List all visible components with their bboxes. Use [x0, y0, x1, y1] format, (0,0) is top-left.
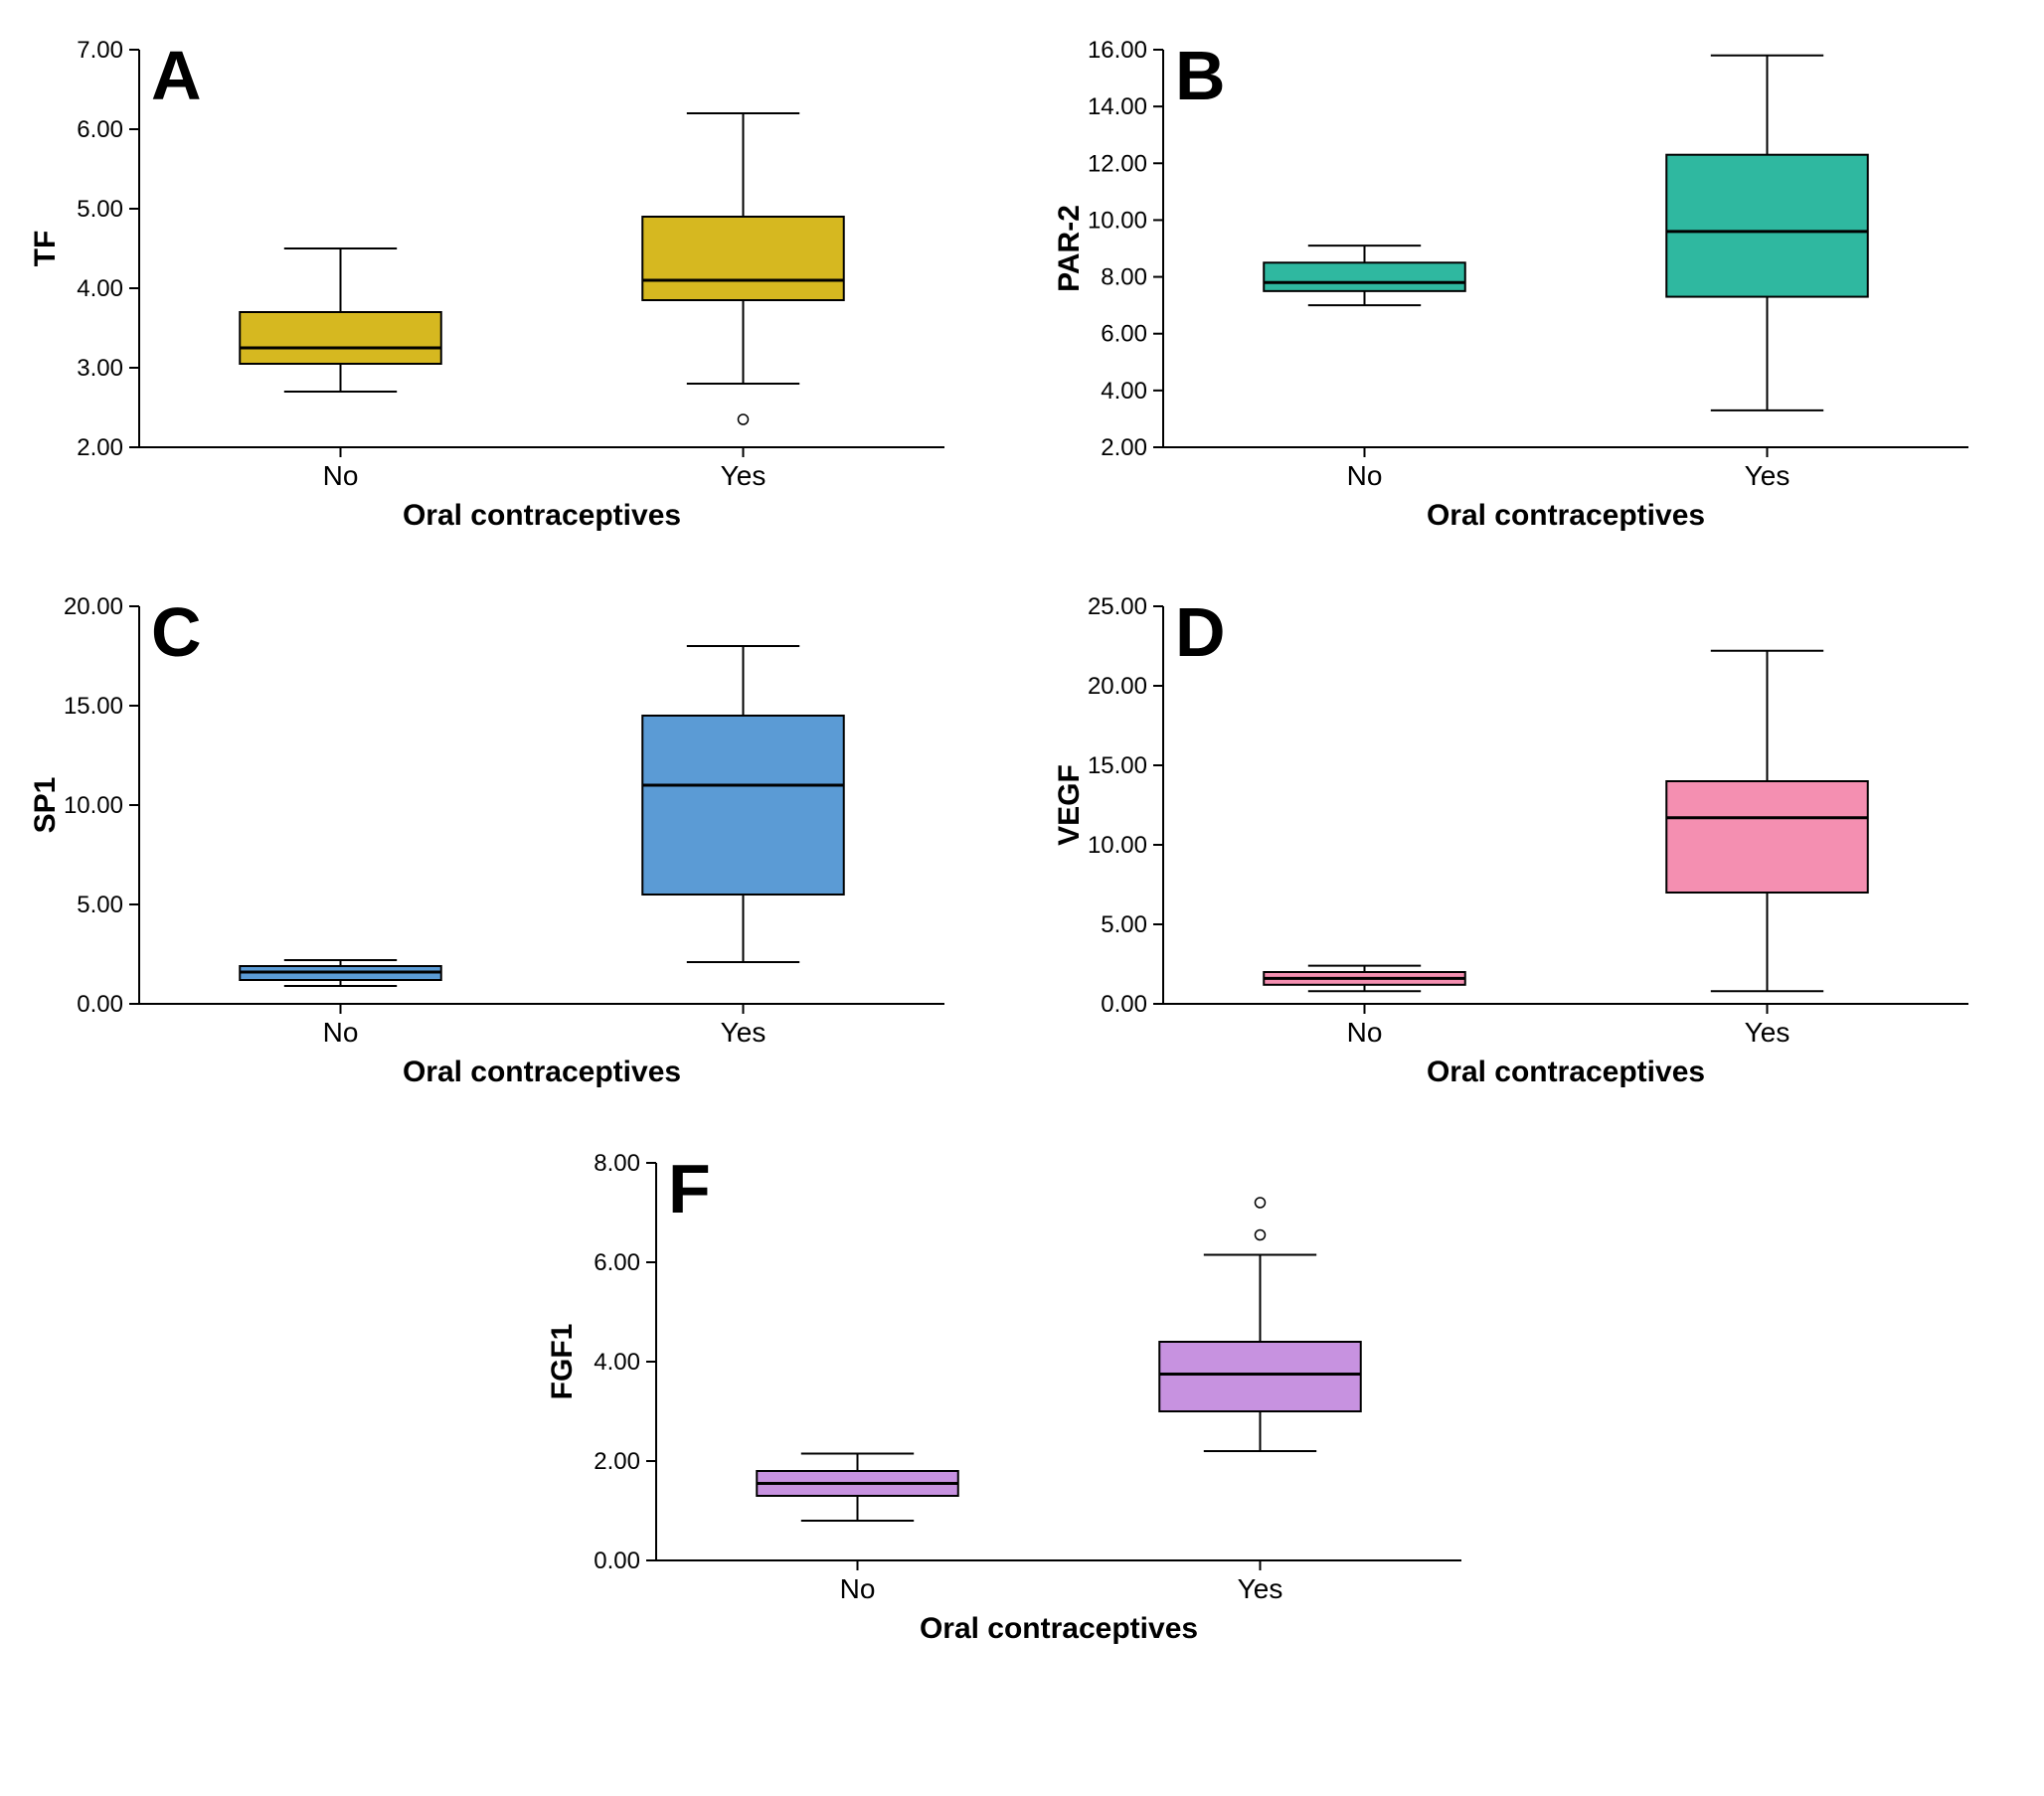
y-tick-label: 2.00: [594, 1448, 640, 1475]
y-tick-label: 4.00: [1101, 378, 1147, 405]
y-tick-label: 20.00: [1088, 673, 1147, 700]
y-tick-label: 8.00: [1101, 264, 1147, 291]
y-tick-label: 10.00: [1088, 207, 1147, 234]
y-tick-label: 0.00: [1101, 991, 1147, 1018]
y-tick-label: 16.00: [1088, 37, 1147, 64]
y-axis-title: PAR-2: [1053, 205, 1086, 292]
panel-c: 0.00 5.00 10.00 15.00 20.00 SP1 No Yes Oral cont…: [20, 576, 984, 1093]
boxplot-box: [1666, 155, 1868, 297]
y-tick-label: 15.00: [64, 693, 123, 720]
y-tick-label: 10.00: [1088, 832, 1147, 859]
x-axis-title: Oral contraceptives: [1427, 1056, 1705, 1088]
y-tick-label: 3.00: [77, 355, 123, 382]
outlier-point: [1256, 1198, 1266, 1208]
boxplot-box: [240, 312, 441, 364]
y-tick-label: 2.00: [1101, 434, 1147, 461]
panel-row-bottom: 0.00 2.00 4.00 6.00 8.00 FGF1 No Yes Oral contra…: [20, 1133, 2008, 1650]
y-axis-title: SP1: [29, 777, 62, 834]
x-axis-title: Oral contraceptives: [920, 1612, 1198, 1645]
panel-d: 0.00 5.00 10.00 15.00 20.00 25.00 VEGF No Yes Ora…: [1044, 576, 2008, 1093]
panel-letter: B: [1175, 37, 1226, 114]
boxplot-box: [642, 716, 844, 895]
y-tick-label: 0.00: [594, 1548, 640, 1574]
y-tick-label: 4.00: [594, 1349, 640, 1376]
x-category-label: No: [323, 460, 359, 491]
panel-letter: A: [151, 37, 202, 114]
boxplot-box: [1666, 781, 1868, 893]
y-tick-label: 4.00: [77, 275, 123, 302]
y-tick-label: 5.00: [77, 196, 123, 223]
x-category-label: No: [1347, 460, 1383, 491]
y-tick-label: 15.00: [1088, 752, 1147, 779]
panel-a: 2.00 3.00 4.00 5.00 6.00 7.00 TF No Yes Oral cont…: [20, 20, 984, 537]
x-category-label: Yes: [1238, 1573, 1283, 1604]
boxplot-figure: 2.00 3.00 4.00 5.00 6.00 7.00 TF No Yes Oral cont…: [20, 20, 2008, 1650]
panel-letter: F: [668, 1150, 711, 1227]
x-axis-title: Oral contraceptives: [1427, 499, 1705, 532]
outlier-point: [1256, 1230, 1266, 1240]
y-axis-title: VEGF: [1053, 764, 1086, 846]
panel-b: 2.00 4.00 6.00 8.00 10.00 12.00 14.00 16.00 PAR-…: [1044, 20, 2008, 537]
y-tick-label: 0.00: [77, 991, 123, 1018]
y-tick-label: 5.00: [1101, 911, 1147, 938]
x-axis-title: Oral contraceptives: [403, 499, 681, 532]
x-category-label: Yes: [1745, 460, 1790, 491]
boxplot-box: [642, 217, 844, 300]
y-tick-label: 2.00: [77, 434, 123, 461]
x-category-label: No: [840, 1573, 876, 1604]
y-tick-label: 5.00: [77, 892, 123, 918]
y-tick-label: 14.00: [1088, 93, 1147, 120]
y-tick-label: 6.00: [1101, 321, 1147, 348]
y-tick-label: 8.00: [594, 1150, 640, 1177]
boxplot-box: [1159, 1342, 1361, 1411]
y-tick-label: 12.00: [1088, 150, 1147, 177]
y-tick-label: 25.00: [1088, 593, 1147, 620]
x-axis-title: Oral contraceptives: [403, 1056, 681, 1088]
y-axis-title: TF: [29, 231, 62, 267]
boxplot-box: [1264, 262, 1465, 291]
y-tick-label: 7.00: [77, 37, 123, 64]
y-tick-label: 20.00: [64, 593, 123, 620]
y-tick-label: 6.00: [77, 116, 123, 143]
y-axis-title: FGF1: [546, 1324, 579, 1400]
x-category-label: No: [1347, 1017, 1383, 1048]
panel-letter: D: [1175, 593, 1226, 671]
x-category-label: Yes: [1745, 1017, 1790, 1048]
y-tick-label: 6.00: [594, 1249, 640, 1276]
x-category-label: Yes: [721, 1017, 766, 1048]
y-tick-label: 10.00: [64, 792, 123, 819]
x-category-label: No: [323, 1017, 359, 1048]
panel-f: 0.00 2.00 4.00 6.00 8.00 FGF1 No Yes Oral contra…: [537, 1133, 1491, 1650]
x-category-label: Yes: [721, 460, 766, 491]
outlier-point: [739, 414, 749, 424]
panel-letter: C: [151, 593, 202, 671]
